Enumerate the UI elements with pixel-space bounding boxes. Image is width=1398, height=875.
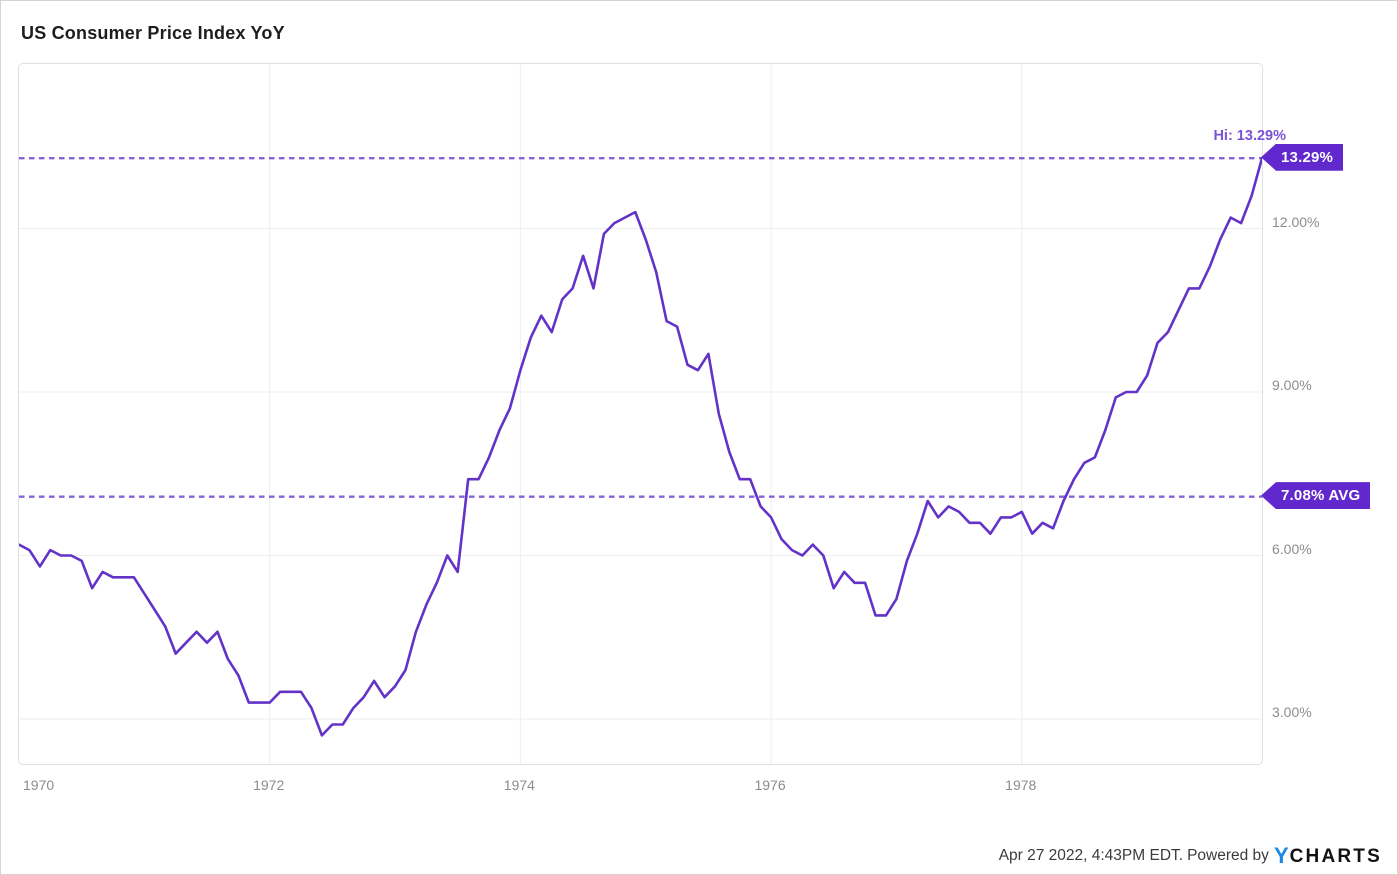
x-axis-label: 1972 [253,777,285,793]
footer: Apr 27 2022, 4:43PM EDT. Powered by Y CH… [999,845,1382,867]
y-axis-label: 3.00% [1272,704,1312,720]
high-badge-text: 13.29% [1281,148,1334,166]
x-axis-label: 1974 [503,777,535,793]
high-value-badge: 13.29% [1261,143,1344,171]
x-axis-label: 1976 [754,777,786,793]
chart-svg [19,64,1262,764]
y-axis-label: 9.00% [1272,377,1312,393]
average-badge-text: 7.08% AVG [1281,487,1361,505]
plot-area [18,63,1263,765]
x-axis-label: 1978 [1005,777,1037,793]
y-axis-label: 12.00% [1272,213,1320,230]
ycharts-logo: Y CHARTS [1274,845,1382,867]
y-axis-label: 6.00% [1272,540,1312,557]
ycharts-y-icon: Y [1273,843,1289,868]
chart-title: US Consumer Price Index YoY [21,23,285,43]
cpi-yoy-line [19,156,1262,737]
high-value-label: Hi: 13.29% [1213,128,1286,144]
ycharts-wordmark: CHARTS [1289,845,1382,867]
x-axis-label: 1970 [23,777,55,793]
average-value-badge: 7.08% AVG [1261,482,1371,510]
footer-timestamp: Apr 27 2022, 4:43PM EDT. [998,847,1184,864]
powered-by-label: Powered by [1187,847,1269,864]
